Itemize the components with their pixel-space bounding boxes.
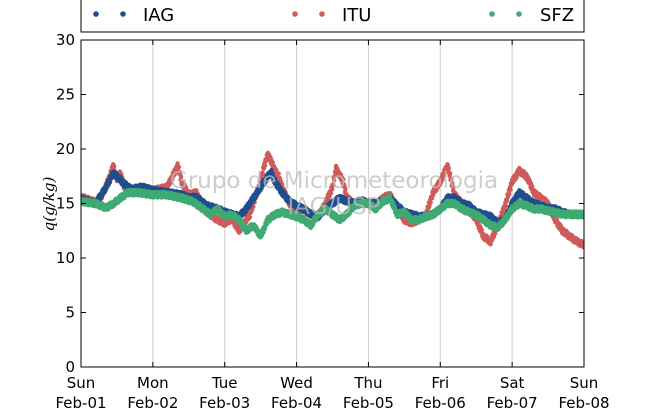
x-tick-label-day: Tue — [211, 374, 238, 392]
series-sfz — [81, 187, 584, 240]
x-tick-label-date: Feb-02 — [127, 394, 178, 409]
data-point — [581, 245, 584, 250]
x-tick-label-day: Mon — [137, 374, 169, 392]
data-point — [341, 177, 346, 182]
data-point — [276, 171, 281, 176]
legend-label-sfz: SFZ — [540, 5, 574, 26]
legend-entry-itu: ITU — [292, 5, 371, 26]
watermark-line-2: IAG/USP — [288, 194, 381, 220]
legend-entry-sfz: SFZ — [489, 5, 574, 26]
y-tick-label: 0 — [65, 358, 75, 376]
x-tick-label-day: Sat — [500, 374, 525, 392]
legend-marker-iag — [93, 11, 99, 17]
legend-marker-sfz — [489, 11, 495, 17]
y-axis-label: q(g/kg) — [40, 177, 58, 232]
data-point — [332, 178, 337, 183]
data-point — [581, 241, 584, 246]
x-tick-label-day: Fri — [431, 374, 449, 392]
data-point — [449, 177, 454, 182]
data-point — [178, 174, 184, 179]
y-tick-label: 15 — [56, 195, 75, 213]
data-point — [175, 161, 180, 166]
x-tick-label-date: Feb-07 — [487, 394, 538, 409]
data-point — [262, 226, 268, 232]
data-point — [428, 200, 433, 205]
x-tick-label-date: Feb-06 — [415, 394, 466, 409]
y-tick-label: 30 — [56, 31, 75, 49]
data-point — [581, 209, 584, 214]
data-point — [503, 203, 509, 208]
data-point — [112, 163, 117, 169]
data-point — [247, 214, 253, 220]
data-point — [581, 213, 584, 219]
data-point — [427, 203, 432, 209]
data-point — [479, 227, 485, 233]
x-tick-label-day: Sun — [570, 374, 599, 392]
data-point — [269, 168, 274, 173]
data-point — [328, 191, 334, 196]
legend-marker-iag — [120, 11, 126, 17]
x-tick-label-date: Feb-04 — [271, 394, 322, 409]
legend-entry-iag: IAG — [93, 5, 174, 26]
x-tick-label-date: Feb-08 — [558, 394, 609, 409]
data-point — [507, 191, 512, 196]
data-point — [387, 193, 393, 198]
x-tick-label-day: Wed — [280, 374, 313, 392]
data-point — [270, 160, 275, 165]
data-point — [176, 164, 182, 170]
x-tick-label-day: Sun — [67, 374, 96, 392]
watermark-line-1: Grupo de Micrometeorologia — [170, 168, 498, 194]
data-point — [260, 172, 265, 177]
data-point — [451, 185, 456, 190]
legend: IAG ITU SFZ — [80, 0, 585, 33]
data-point — [493, 231, 498, 236]
legend-marker-itu — [292, 11, 298, 17]
data-point — [446, 166, 451, 171]
data-point — [330, 186, 335, 192]
legend-label-itu: ITU — [342, 5, 371, 26]
data-point — [343, 186, 348, 192]
data-point — [262, 163, 268, 168]
data-point — [530, 184, 535, 189]
x-tick-label-day: Thu — [353, 374, 382, 392]
legend-box — [80, 0, 585, 33]
y-tick-label: 10 — [56, 249, 75, 267]
series-layer — [81, 150, 584, 250]
data-point — [508, 187, 513, 192]
legend-marker-sfz — [516, 11, 522, 17]
x-tick-label-date: Feb-03 — [199, 394, 250, 409]
y-tick-label: 20 — [56, 140, 75, 158]
data-point — [331, 182, 336, 187]
data-point — [447, 171, 453, 176]
x-tick-label-date: Feb-05 — [343, 394, 394, 409]
data-point — [173, 170, 179, 175]
y-tick-label: 5 — [65, 304, 75, 322]
y-axis: 0 5 10 15 20 25 30 — [56, 31, 584, 376]
data-point — [504, 198, 510, 203]
legend-marker-itu — [319, 11, 325, 17]
x-axis: Sun Feb-01 Mon Feb-02 Tue Feb-03 Wed Feb-04 Thu F… — [55, 40, 610, 409]
legend-label-iag: IAG — [143, 5, 174, 26]
data-point — [107, 179, 113, 185]
data-point — [429, 196, 435, 201]
y-tick-label: 25 — [56, 86, 75, 104]
x-tick-label-date: Feb-01 — [55, 394, 106, 409]
data-point — [440, 177, 445, 182]
watermark: Grupo de Micrometeorologia IAG/USP — [170, 168, 498, 220]
data-point — [392, 204, 397, 209]
data-point — [488, 242, 493, 247]
